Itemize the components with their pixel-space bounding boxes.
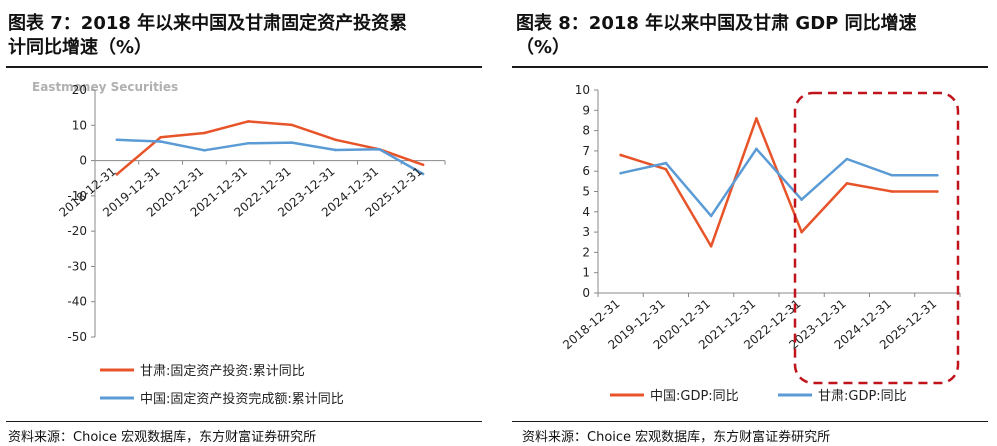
left-chart-title: 图表 7：2018 年以来中国及甘肃固定资产投资累 计同比增速（%）: [8, 12, 407, 60]
right-series-1-point: [845, 157, 849, 161]
right-highlight-box: [793, 91, 960, 385]
left-series-1-point: [159, 140, 162, 143]
left-title-line1: 图表 7：2018 年以来中国及甘肃固定资产投资累: [8, 13, 408, 34]
right-y-tick-label: 1: [582, 266, 590, 280]
right-legend-label-0: 中国:GDP:同比: [650, 389, 739, 404]
right-title-line2: （%）: [516, 37, 571, 58]
left-series-line-0: [116, 120, 424, 176]
right-series-0-point: [709, 245, 713, 248]
left-title-line2: 计同比增速（%）: [8, 37, 153, 58]
right-y-tick-label: 10: [575, 83, 590, 97]
left-series-1-point: [334, 148, 337, 152]
left-series-0-point: [115, 173, 119, 176]
left-series-1-point: [378, 147, 381, 151]
right-title-line1: 图表 8：2018 年以来中国及甘肃 GDP 同比增速: [516, 13, 917, 34]
right-series-0-point: [619, 153, 622, 157]
left-legend-label-0: 甘肃:固定资产投资:累计同比: [140, 363, 305, 379]
right-y-tick-label: 2: [582, 245, 590, 259]
left-y-tick-label: 0: [79, 154, 87, 168]
right-series-1-point: [755, 147, 758, 151]
right-series-1-point: [800, 198, 803, 201]
right-series-1-point: [890, 173, 894, 177]
right-y-tick-label: 7: [582, 144, 590, 158]
left-legend-label-1: 中国:固定资产投资完成额:累计同比: [140, 391, 344, 407]
right-series-1-point: [936, 173, 939, 177]
left-y-tick-label: -40: [67, 295, 87, 309]
right-legend-label-1: 甘肃:GDP:同比: [818, 389, 907, 404]
right-y-tick-label: 0: [582, 286, 590, 300]
left-y-tick-label: -20: [67, 224, 87, 238]
right-series-line-1: [620, 147, 938, 218]
right-series-0-point: [664, 167, 668, 171]
left-chart: 20100-10-20-30-40-502018-12-312019-12-31…: [56, 83, 446, 407]
right-series-0-point: [890, 190, 894, 193]
right-series-0-point: [936, 190, 939, 193]
left-series-1-point: [421, 172, 425, 176]
left-series-0-point: [421, 163, 425, 167]
left-series-0-point: [159, 135, 162, 139]
left-series-0-point: [334, 138, 337, 142]
left-series-1-point: [115, 138, 119, 142]
right-y-tick-label: 4: [582, 205, 590, 219]
left-y-tick-label: 20: [72, 83, 87, 97]
right-y-tick-label: 5: [582, 185, 590, 199]
left-y-tick-label: -30: [67, 259, 87, 273]
left-series-line-1: [116, 138, 424, 176]
left-series-0-point: [246, 120, 250, 123]
left-series-1-point: [203, 149, 206, 152]
right-series-line-0: [620, 117, 938, 248]
right-y-tick-label: 3: [582, 225, 590, 239]
left-series-0-point: [203, 131, 206, 135]
left-y-tick-label: 10: [72, 118, 87, 132]
right-series-0-point: [800, 230, 803, 234]
right-source-rule: [512, 421, 988, 422]
watermark: Eastmoney Securities: [32, 80, 179, 94]
right-series-1-point: [709, 214, 713, 218]
left-source: 资料来源：Choice 宏观数据库，东方财富证券研究所: [8, 430, 317, 445]
left-series-1-point: [290, 141, 294, 144]
right-series-0-point: [755, 117, 758, 120]
right-chart: 1098765432102018-12-312019-12-312020-12-…: [560, 83, 961, 404]
right-y-tick-label: 6: [582, 164, 590, 178]
right-source: 资料来源：Choice 宏观数据库，东方财富证券研究所: [522, 430, 831, 445]
right-series-0-point: [845, 182, 849, 185]
left-y-tick-label: -10: [67, 189, 87, 203]
left-series-0-point: [290, 123, 294, 127]
right-title-rule: [512, 66, 988, 68]
right-series-1-point: [664, 161, 668, 165]
left-source-rule: [6, 421, 482, 422]
left-series-1-point: [246, 141, 250, 145]
right-series-1-point: [619, 171, 622, 175]
right-y-tick-label: 8: [582, 124, 590, 138]
right-chart-title: 图表 8：2018 年以来中国及甘肃 GDP 同比增速 （%）: [516, 12, 917, 60]
right-y-tick-label: 9: [582, 103, 590, 117]
left-y-tick-label: -50: [67, 330, 87, 344]
left-title-rule: [6, 66, 482, 68]
